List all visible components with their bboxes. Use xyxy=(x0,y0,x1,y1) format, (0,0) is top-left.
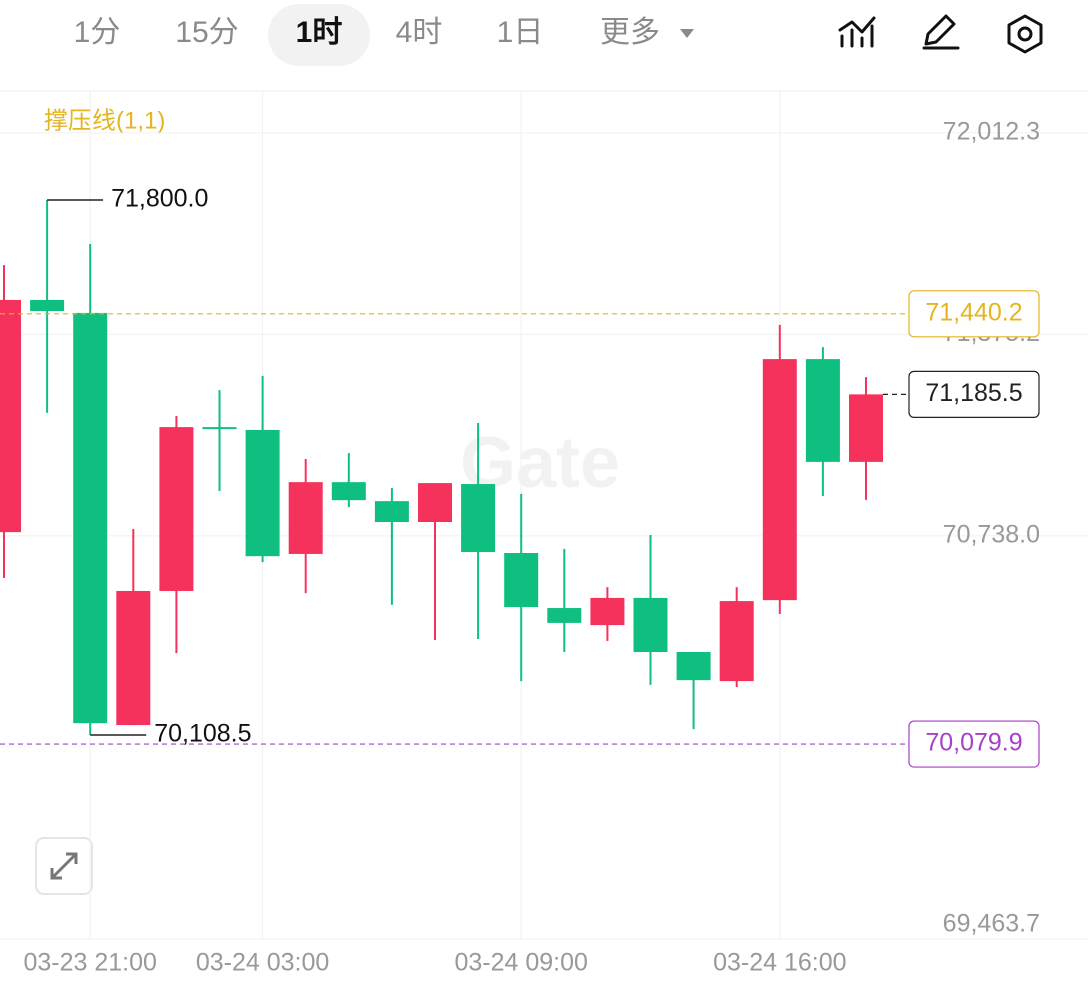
candle-body xyxy=(374,501,409,523)
candle-body xyxy=(676,652,711,681)
x-tick-label: 03-24 16:00 xyxy=(713,949,846,977)
candle-body xyxy=(331,482,366,501)
draw-icon[interactable] xyxy=(922,14,960,50)
price-box-label: 70,079.9 xyxy=(925,729,1022,757)
candle-body xyxy=(633,597,668,653)
timeframe-tab[interactable]: 1时 xyxy=(296,16,343,49)
toolbar-icons xyxy=(838,14,1043,54)
price-box xyxy=(908,370,1040,418)
timeframe-tab[interactable]: 1日 xyxy=(497,16,544,49)
price-box-label: 71,185.5 xyxy=(925,379,1022,407)
candle-body xyxy=(202,427,237,430)
candle-body xyxy=(504,552,539,608)
candle-body xyxy=(547,608,582,623)
candle-body xyxy=(805,359,840,462)
candle-body xyxy=(73,312,108,724)
min-label: 70,108.5 xyxy=(154,720,251,748)
timeframe-tab[interactable]: 1分 xyxy=(74,16,121,49)
candle-body xyxy=(288,482,323,554)
active-tab-bg xyxy=(268,4,370,66)
indicator-label: 撑压线(1,1) xyxy=(44,107,165,134)
timeframe-tab[interactable]: 4时 xyxy=(396,16,443,49)
max-label: 71,800.0 xyxy=(111,185,208,213)
settings-icon[interactable] xyxy=(1007,14,1043,54)
y-tick-label: 70,738.0 xyxy=(943,521,1040,549)
y-tick-label: 69,463.7 xyxy=(943,910,1040,938)
x-tick-label: 03-23 21:00 xyxy=(23,949,156,977)
fullscreen-icon xyxy=(50,852,78,880)
candle-body xyxy=(116,590,151,726)
candle-body xyxy=(418,483,452,523)
price-box xyxy=(908,720,1040,768)
more-arrow[interactable] xyxy=(680,29,694,38)
candle-body xyxy=(245,429,280,557)
candle-body xyxy=(849,394,883,462)
candle-body xyxy=(30,299,65,312)
candle-body xyxy=(719,601,754,682)
y-tick-label: 72,012.3 xyxy=(943,117,1040,145)
settings-icon-dot xyxy=(1017,26,1033,42)
indicator-icon[interactable] xyxy=(838,16,876,48)
timeframe-tab[interactable]: 15分 xyxy=(175,16,238,49)
candle-body xyxy=(762,359,797,601)
candle-body xyxy=(461,484,496,553)
x-tick-label: 03-24 03:00 xyxy=(196,949,329,977)
candle-body xyxy=(0,299,21,533)
x-tick-label: 03-24 09:00 xyxy=(454,949,587,977)
candle-body xyxy=(159,427,194,591)
candle-body xyxy=(590,597,625,626)
timeframe-tab[interactable]: 更多 xyxy=(600,16,660,49)
price-box xyxy=(908,290,1040,338)
price-box-label: 71,440.2 xyxy=(925,298,1022,326)
